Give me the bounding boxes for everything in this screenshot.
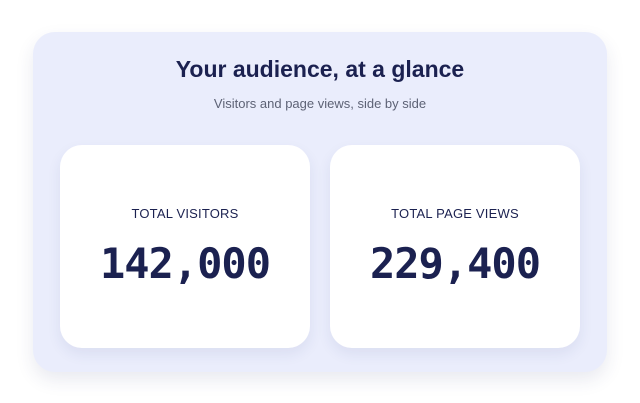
stat-card: TOTAL PAGE VIEWS 229,400 xyxy=(330,145,580,348)
panel-title: Your audience, at a glance xyxy=(175,56,465,82)
panel-subtitle: Visitors and page views, side by side xyxy=(213,96,427,111)
stat-label: TOTAL PAGE VIEWS xyxy=(391,206,519,221)
stat-card: TOTAL VISITORS 142,000 xyxy=(60,145,310,348)
summary-panel: Your audience, at a glance Visitors and … xyxy=(33,32,607,372)
stat-value: 229,400 xyxy=(369,239,541,288)
stat-label: TOTAL VISITORS xyxy=(131,206,239,221)
stat-value: 142,000 xyxy=(99,239,271,288)
